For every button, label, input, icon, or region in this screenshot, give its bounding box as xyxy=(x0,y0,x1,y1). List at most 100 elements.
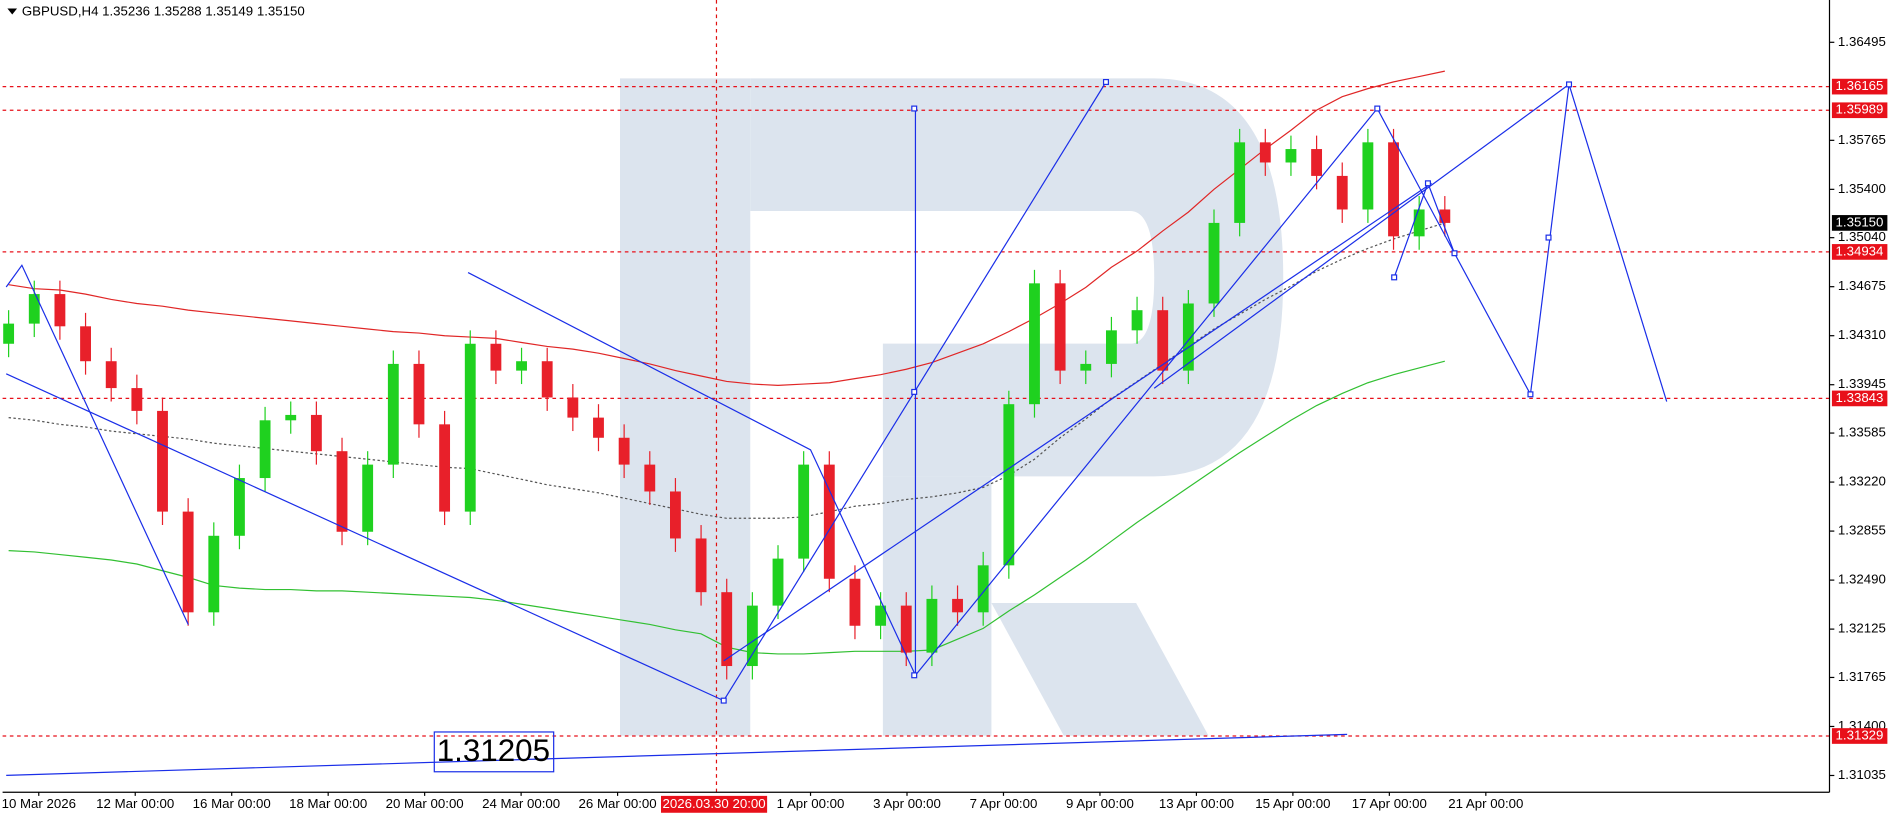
candle-body xyxy=(234,478,245,536)
candle-body xyxy=(1054,283,1066,371)
y-tick-label: 1.31765 xyxy=(1838,669,1886,684)
candle-body xyxy=(157,410,168,512)
x-tick-label: 10 Mar 2026 xyxy=(2,796,76,811)
level-label-box xyxy=(1831,102,1888,119)
candle-body xyxy=(387,363,399,465)
trend-line xyxy=(6,733,1348,776)
watermark-leg xyxy=(991,602,1209,736)
x-tick-label: 9 Apr 00:00 xyxy=(1066,796,1134,811)
analysis-lines xyxy=(5,78,1668,776)
y-tick-label: 1.35040 xyxy=(1838,229,1886,244)
candle-body xyxy=(618,437,630,465)
candle-body xyxy=(1003,404,1015,566)
vertex xyxy=(911,672,918,679)
candle-body xyxy=(1157,310,1169,371)
y-tick-label: 1.35765 xyxy=(1838,132,1886,147)
vertex xyxy=(1374,105,1381,112)
candle-body xyxy=(1311,149,1323,176)
level-label: 1.34934 xyxy=(1836,243,1884,258)
x-tick-label: 13 Apr 00:00 xyxy=(1159,796,1234,811)
x-tick-label: 12 Mar 00:00 xyxy=(96,796,174,811)
candle-body xyxy=(80,326,91,362)
wave-line xyxy=(467,271,916,676)
current-price-box xyxy=(1831,215,1888,231)
y-tick-label: 1.33585 xyxy=(1838,425,1886,440)
vertex xyxy=(1424,180,1431,187)
trend-line xyxy=(723,182,1432,662)
candle-body xyxy=(516,361,527,371)
candle-body xyxy=(105,361,117,389)
annotation: 1.31205 xyxy=(437,733,550,768)
candle-body xyxy=(875,605,887,626)
x-tick-label: 18 Mar 00:00 xyxy=(289,796,367,811)
candle-body xyxy=(1029,283,1040,405)
trend-line xyxy=(1153,83,1570,389)
vertex xyxy=(1391,274,1398,281)
x-tick-label: 3 Apr 00:00 xyxy=(873,796,941,811)
x-tick-label: 1 Apr 00:00 xyxy=(777,796,845,811)
candle-body xyxy=(1105,330,1117,364)
vertex xyxy=(1102,78,1109,86)
vertex xyxy=(1545,234,1552,241)
candle-body xyxy=(1080,363,1092,371)
y-tick-label: 1.32125 xyxy=(1838,621,1886,636)
candle-body xyxy=(1259,142,1271,163)
annotation-box xyxy=(433,731,555,773)
candle-body xyxy=(695,538,707,593)
x-tick-label: 17 Apr 00:00 xyxy=(1352,796,1427,811)
candle-body xyxy=(644,464,656,492)
candle-body xyxy=(310,414,322,452)
menu-icon[interactable] xyxy=(7,8,18,15)
candle-body xyxy=(3,323,15,344)
candle-body xyxy=(977,565,989,613)
candle-body xyxy=(413,363,425,425)
x-tick-label: 24 Mar 00:00 xyxy=(482,796,560,811)
candle-body xyxy=(746,605,758,667)
candle-body xyxy=(1234,142,1246,223)
candle-body xyxy=(952,598,963,613)
x-tick-label: 20 Mar 00:00 xyxy=(386,796,464,811)
candle-body xyxy=(1208,222,1220,304)
plot xyxy=(2,70,1830,737)
y-tick-label: 1.36495 xyxy=(1838,34,1886,49)
moving-average xyxy=(8,222,1446,519)
candle-body xyxy=(926,598,938,653)
candle-body xyxy=(849,578,861,626)
y-tick-label: 1.32855 xyxy=(1838,523,1886,538)
candle-body xyxy=(208,535,220,613)
vertex xyxy=(1527,391,1534,398)
level-label-box xyxy=(1831,244,1888,260)
x-tick-label: 7 Apr 00:00 xyxy=(970,796,1038,811)
current-price-label: 1.35150 xyxy=(1836,214,1884,229)
wave-line xyxy=(5,264,189,625)
candle-body xyxy=(1413,209,1425,237)
x-tick-label: 21 Apr 00:00 xyxy=(1448,796,1523,811)
candle-body xyxy=(900,605,912,653)
candle-body xyxy=(1388,142,1399,237)
moving-average xyxy=(8,70,1445,387)
vertex xyxy=(911,105,918,112)
candle-body xyxy=(798,464,810,559)
candle-body xyxy=(721,592,733,667)
candle-body xyxy=(182,511,194,613)
candle-body xyxy=(1285,149,1297,163)
candle-body xyxy=(1362,142,1374,210)
candle-body xyxy=(336,451,348,532)
forecast-line xyxy=(914,84,1668,676)
candle-body xyxy=(54,294,66,327)
candle-body xyxy=(823,464,835,579)
y-tick-label: 1.34310 xyxy=(1838,327,1886,342)
level-label-box xyxy=(1831,390,1888,407)
vertex xyxy=(720,697,727,704)
candle-body xyxy=(593,417,604,438)
y-tick-label: 1.33220 xyxy=(1838,474,1886,489)
candle-body xyxy=(670,491,681,539)
candle-body xyxy=(439,424,451,512)
level-label: 1.36165 xyxy=(1836,78,1884,93)
level-label-box xyxy=(1831,728,1888,744)
x-tick-label: 15 Apr 00:00 xyxy=(1255,796,1330,811)
crosshair-label-box xyxy=(661,795,768,813)
candle-body xyxy=(772,558,784,606)
candle-body xyxy=(28,294,40,324)
